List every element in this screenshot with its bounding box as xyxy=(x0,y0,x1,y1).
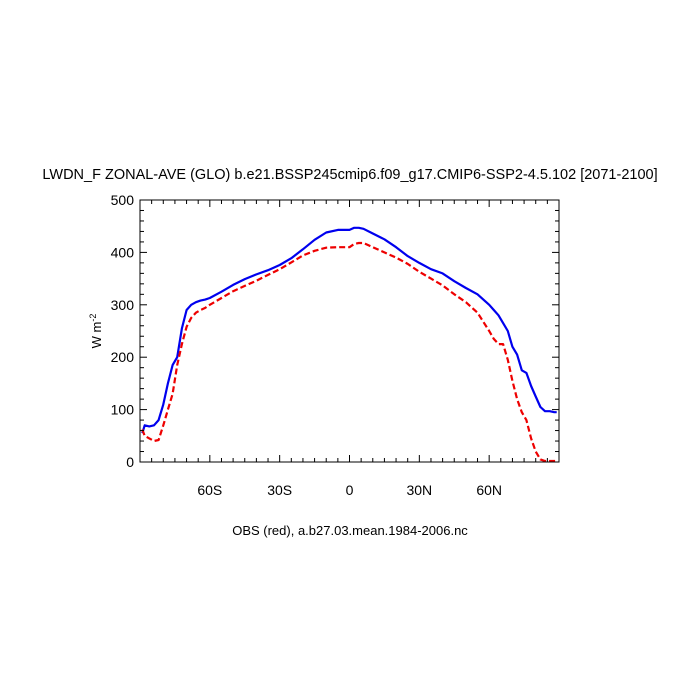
y-tick-label: 200 xyxy=(111,349,135,365)
y-tick-label: 300 xyxy=(111,297,135,313)
ticks-layer: 0 100 200 300 400 500 60S 30S 0 30N 60N xyxy=(111,192,559,498)
x-tick-label: 60N xyxy=(476,482,502,498)
chart-caption: OBS (red), a.b27.03.mean.1984-2006.nc xyxy=(232,523,468,538)
y-tick-label: 0 xyxy=(126,454,134,470)
x-tick-label: 60S xyxy=(197,482,222,498)
series-line-0 xyxy=(141,226,557,434)
y-axis-label: W m-2 xyxy=(88,314,104,349)
y-tick-label: 100 xyxy=(111,402,135,418)
series-layer xyxy=(141,226,557,463)
y-tick-label: 400 xyxy=(111,244,135,260)
y-axis-label-main: W m xyxy=(89,322,104,349)
chart-title: LWDN_F ZONAL-AVE (GLO) b.e21.BSSP245cmip… xyxy=(42,167,657,183)
plot-frame xyxy=(139,199,560,463)
x-tick-label: 30S xyxy=(267,482,292,498)
x-tick-label: 0 xyxy=(346,482,354,498)
y-tick-label: 500 xyxy=(111,192,135,208)
y-axis-label-superscript: -2 xyxy=(88,314,98,322)
series-line-1 xyxy=(141,241,557,463)
x-tick-label: 30N xyxy=(406,482,432,498)
